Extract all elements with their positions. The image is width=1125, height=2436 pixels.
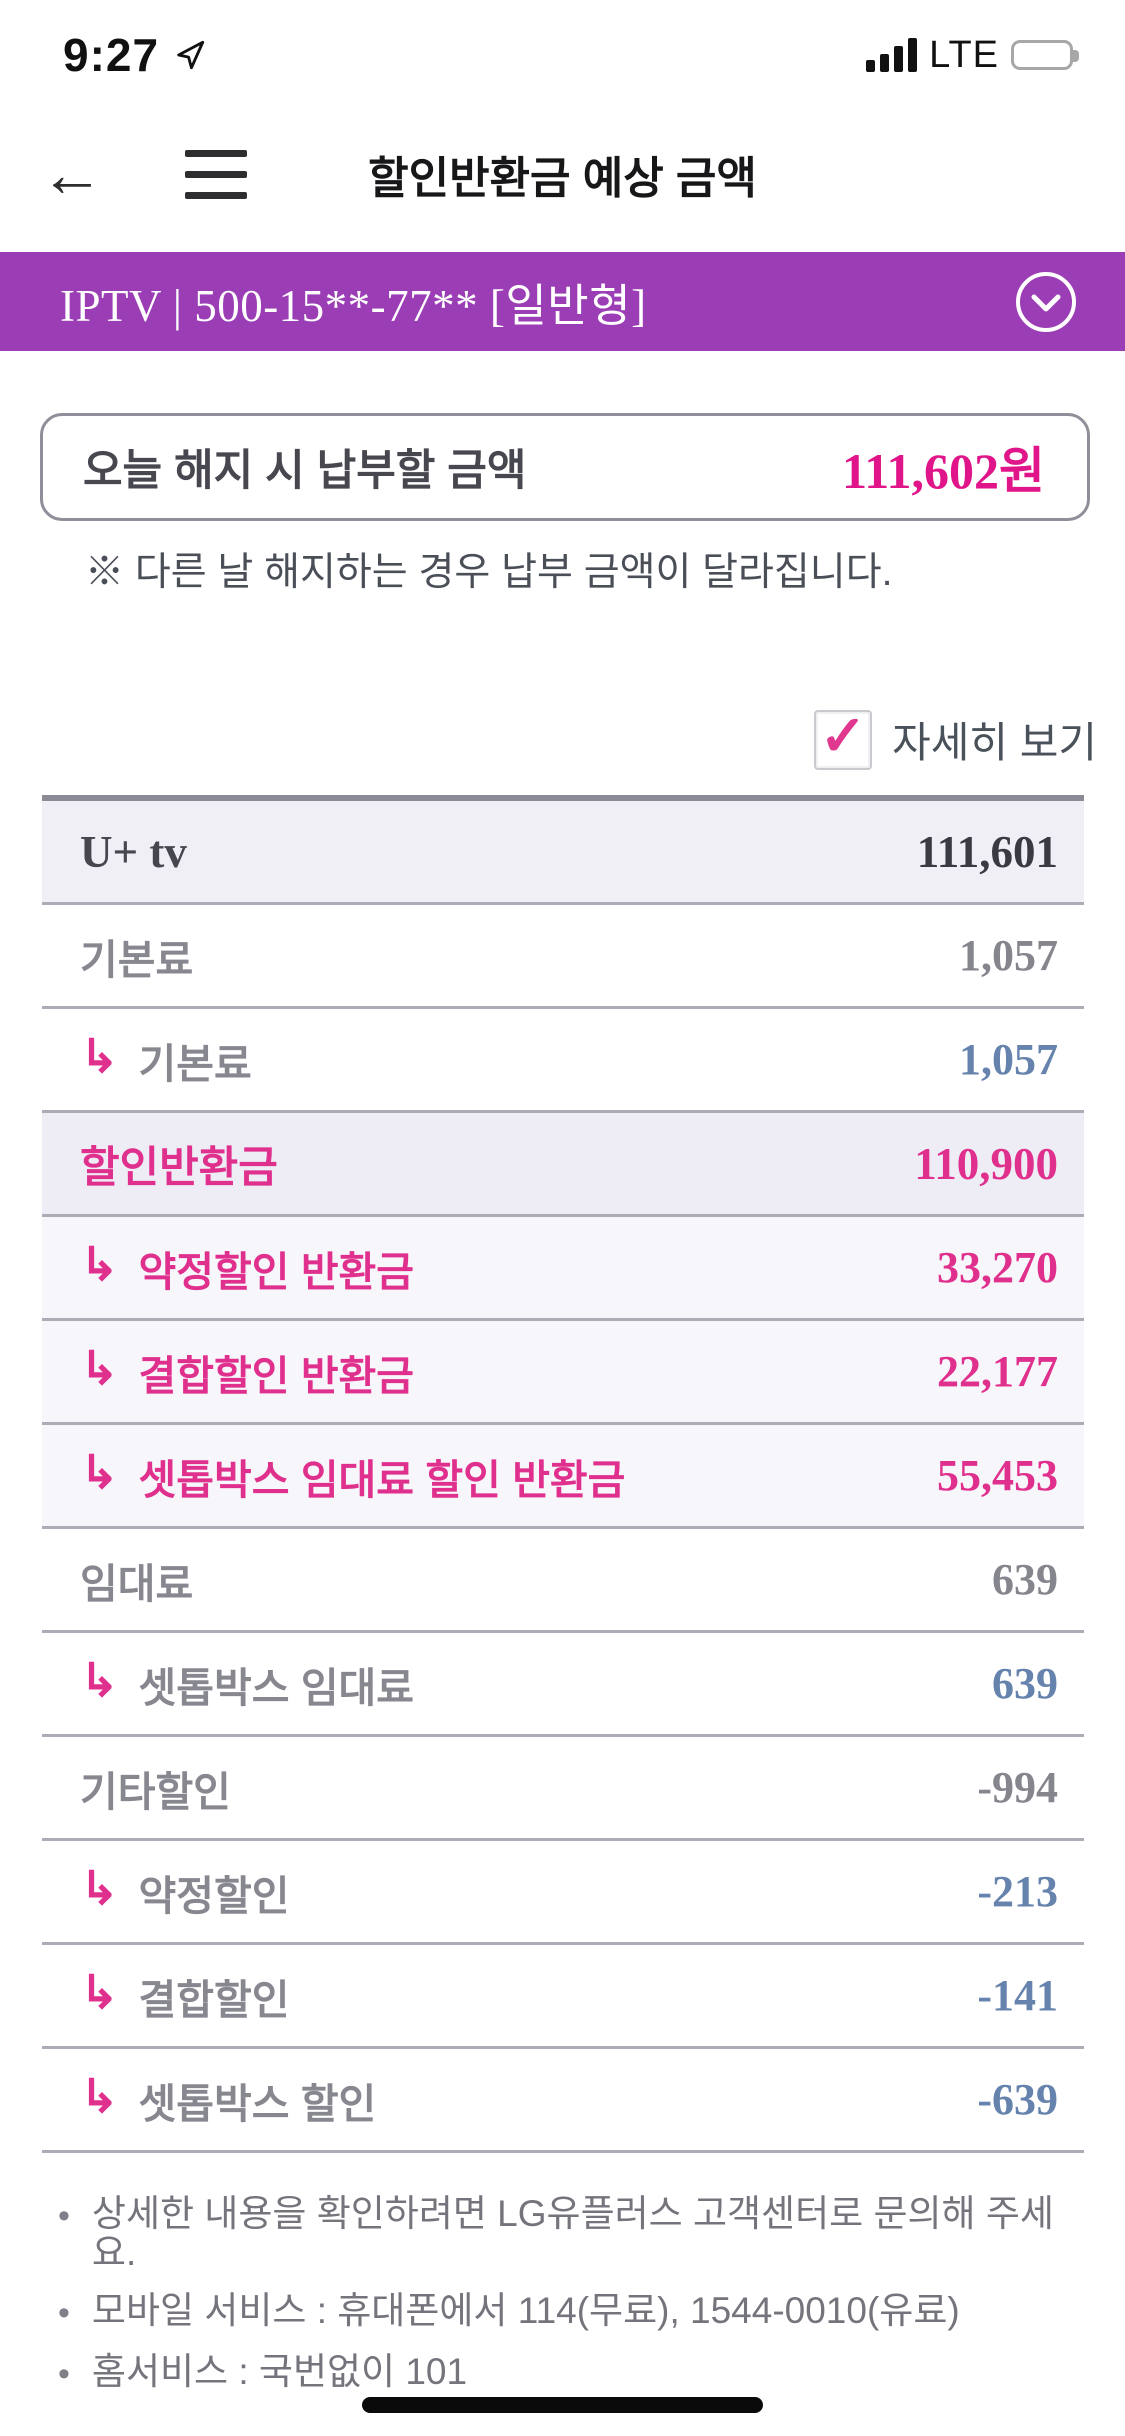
sub-item-arrow-icon: ↳ [80,1341,119,1394]
sub-item-arrow-icon: ↳ [80,2069,119,2122]
fee-row-value: -141 [977,1971,1058,2020]
fee-table-row: ↳ 결합할인 반환금 22,177 [42,1321,1084,1425]
fee-row-value: -994 [977,1763,1058,1812]
fee-row-value: 1,057 [959,1035,1058,1084]
fee-table-row: ↳ 셋톱박스 임대료 할인 반환금 55,453 [42,1425,1084,1529]
back-button[interactable]: ← [40,138,104,210]
fee-row-label: 셋톱박스 임대료 할인 반환금 [138,1456,626,1503]
checkmark-icon: ✓ [819,703,867,767]
clock-time: 9:27 [63,29,160,81]
bullet-icon: • [58,2355,70,2394]
footer-note-text: 상세한 내용을 확인하려면 LG유플러스 고객센터로 문의해 주세요. [91,2193,1054,2273]
cellular-signal-icon [866,38,918,72]
detail-view-checkbox[interactable]: ✓ [814,703,873,770]
fee-row-label: 할인반환금 [80,1143,278,1192]
fee-row-value: -213 [977,1867,1058,1916]
fee-table-row: ↳ 결합할인 -141 [42,1945,1084,2049]
fee-breakdown-table: U+ tv 111,601 기본료 1,057 ↳ 기본료 1,057 할인반환… [42,795,1084,2153]
fee-row-value: 110,900 [914,1138,1058,1189]
fee-row-label: 기타할인 [80,1768,231,1815]
fee-row-label: 셋톱박스 할인 [138,2080,377,2127]
fee-row-value: 1,057 [959,931,1058,980]
home-indicator-handle[interactable] [362,2397,763,2413]
sub-item-arrow-icon: ↳ [80,1965,119,2018]
fee-row-label: 임대료 [80,1560,194,1607]
footer-note-text: 모바일 서비스 : 휴대폰에서 114(무료), 1544-0010(유료) [91,2289,960,2331]
footer-note-text: 홈서비스 : 국번없이 101 [91,2351,468,2393]
footer-notes: • 상세한 내용을 확인하려면 LG유플러스 고객센터로 문의해 주세요. • … [58,2193,1085,2396]
fee-row-label: 약정할인 [138,1872,290,1919]
fee-row-label: U+ tv [80,826,187,877]
location-services-icon [173,38,207,77]
network-type-label: LTE [929,33,999,76]
footer-note-item: • 상세한 내용을 확인하려면 LG유플러스 고객센터로 문의해 주세요. [58,2193,1085,2273]
fee-row-value: 55,453 [937,1451,1058,1500]
fee-row-value: 33,270 [937,1243,1058,1292]
fee-row-label: 결합할인 반환금 [138,1352,414,1399]
fee-table-row: 할인반환금 110,900 [42,1113,1084,1217]
fee-row-label: 약정할인 반환금 [138,1248,414,1295]
fee-row-label: 기본료 [80,936,194,983]
fee-table-row: ↳ 셋톱박스 할인 -639 [42,2049,1084,2153]
fee-table-row: 기본료 1,057 [42,905,1084,1009]
app-header: ← 할인반환금 예상 금액 [0,96,1125,252]
fee-table-row: 기타할인 -994 [42,1737,1084,1841]
today-cancel-amount-label: 오늘 해지 시 납부할 금액 [83,447,527,495]
sub-item-arrow-icon: ↳ [80,1861,119,1914]
footer-note-item: • 모바일 서비스 : 휴대폰에서 114(무료), 1544-0010(유료) [58,2289,1085,2335]
sub-item-arrow-icon: ↳ [80,1237,119,1290]
detail-view-label[interactable]: 자세히 보기 [892,719,1097,766]
battery-icon [1011,40,1079,70]
fee-table-row: ↳ 셋톱박스 임대료 639 [42,1633,1084,1737]
page-title: 할인반환금 예상 금액 [368,154,757,203]
status-bar: 9:27 LTE [0,0,1125,96]
fee-row-value: -639 [977,2075,1058,2124]
today-cancel-amount-box: 오늘 해지 시 납부할 금액 111,602원 [40,413,1090,521]
sub-item-arrow-icon: ↳ [80,1445,119,1498]
bullet-icon: • [58,2293,70,2332]
fee-table-row: U+ tv 111,601 [42,801,1084,905]
fee-table-row: 임대료 639 [42,1529,1084,1633]
account-banner[interactable]: IPTV | 500-15**-77** [일반형] [0,252,1125,351]
footer-note-item: • 홈서비스 : 국번없이 101 [58,2351,1085,2396]
fee-row-label: 기본료 [138,1040,252,1087]
fee-table-row: ↳ 약정할인 -213 [42,1841,1084,1945]
cancel-date-note: ※ 다른 날 해지하는 경우 납부 금액이 달라집니다. [85,551,893,594]
fee-row-value: 639 [992,1659,1058,1708]
fee-row-value: 22,177 [937,1347,1058,1396]
today-cancel-amount-value: 111,602원 [842,443,1045,499]
hamburger-menu-button[interactable] [185,149,247,199]
fee-table-row: ↳ 기본료 1,057 [42,1009,1084,1113]
sub-item-arrow-icon: ↳ [80,1029,119,1082]
account-banner-text: IPTV | 500-15**-77** [일반형] [60,281,647,331]
fee-row-label: 결합할인 [138,1976,290,2023]
fee-row-value: 639 [992,1555,1058,1604]
fee-row-value: 111,601 [916,826,1058,877]
sub-item-arrow-icon: ↳ [80,1653,119,1706]
fee-row-label: 셋톱박스 임대료 [138,1664,414,1711]
fee-table-row: ↳ 약정할인 반환금 33,270 [42,1217,1084,1321]
bullet-icon: • [58,2197,70,2235]
chevron-down-icon[interactable] [1014,270,1078,334]
detail-toggle-row: ✓ 자세히 보기 [0,703,1125,770]
